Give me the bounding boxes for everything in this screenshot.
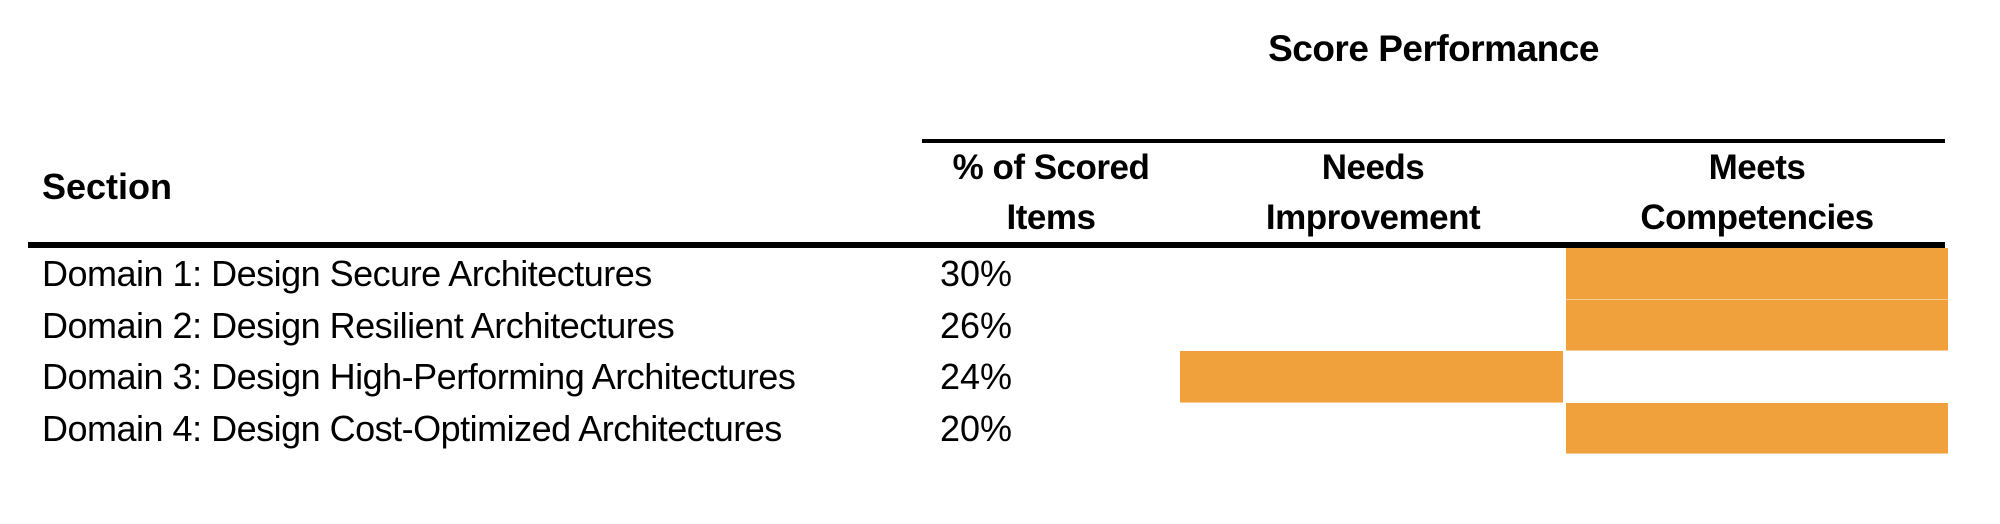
section-label: Domain 1: Design Secure Architectures [42,253,652,294]
table-row: Domain 4: Design Cost-Optimized Architec… [0,402,2000,454]
column-header-line: Meets [1708,148,1806,187]
table-body: Domain 1: Design Secure Architectures 30… [0,248,2000,454]
column-header-needs-improvement: Needs Improvement [1180,143,1566,243]
score-performance-top-rule [922,139,1945,143]
column-header-line: Improvement [1265,198,1481,237]
section-label: Domain 4: Design Cost-Optimized Architec… [42,407,782,449]
pct-scored-items-value: 26% [940,304,1013,346]
performance-bar [1566,402,1948,454]
header-divider-rule [28,242,1945,248]
performance-bar [1566,299,1948,351]
column-header-line: Items [1006,198,1096,237]
performance-bar [1180,351,1563,403]
table-row: Domain 1: Design Secure Architectures 30… [0,248,2000,300]
pct-scored-items-value: 30% [940,253,1013,294]
section-column-header: Section [42,166,173,207]
pct-scored-items-value: 24% [940,356,1013,397]
page-title: Score Performance [1268,28,1599,69]
column-header-line: Competencies [1640,198,1874,237]
table-row: Domain 2: Design Resilient Architectures… [0,299,2000,351]
pct-scored-items-value: 20% [940,407,1013,449]
section-label: Domain 2: Design Resilient Architectures [42,304,675,346]
performance-bar [1566,248,1948,300]
column-header-line: Needs [1321,148,1425,187]
column-header-pct-of-scored-items: % of Scored Items [922,143,1180,243]
section-label: Domain 3: Design High-Performing Archite… [42,356,796,397]
table-row: Domain 3: Design High-Performing Archite… [0,351,2000,403]
column-header-meets-competencies: Meets Competencies [1566,143,1948,243]
column-header-line: % of Scored [952,148,1150,187]
